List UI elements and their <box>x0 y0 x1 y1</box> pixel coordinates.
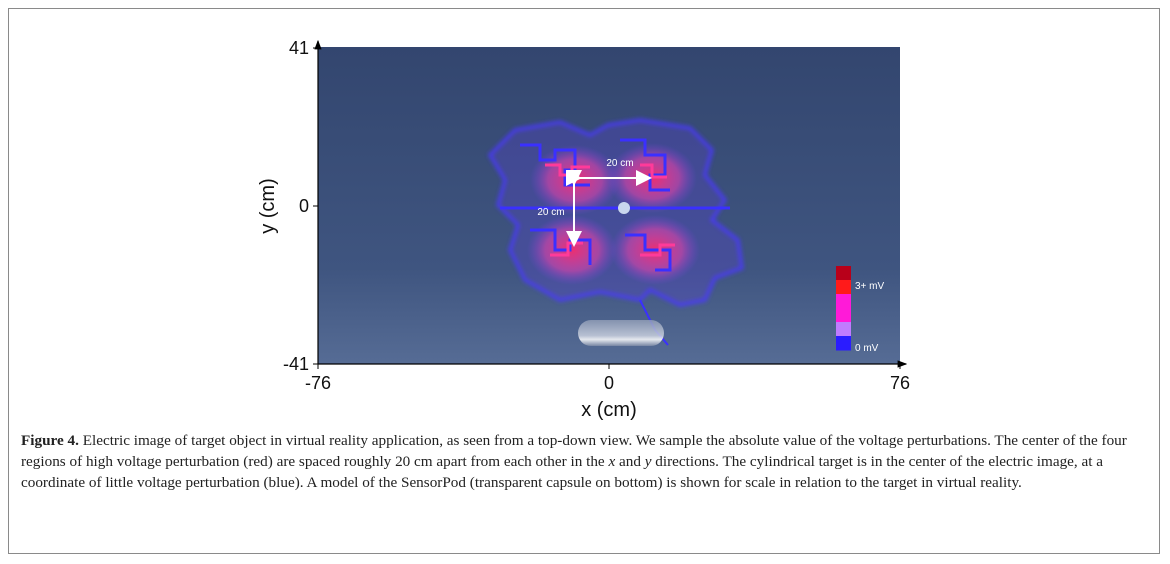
annotation: 20 cm <box>606 158 633 169</box>
x-tick-label: 0 <box>604 373 614 393</box>
y-tick-label: 41 <box>289 38 309 58</box>
figure: 20 cm 20 cm 3+ mV 0 mV x (cm) y (cm) -76… <box>0 0 1170 430</box>
x-tick-label: 76 <box>890 373 910 393</box>
y-tick-label: 0 <box>299 196 309 216</box>
colorbar-swatch <box>836 336 851 351</box>
y-axis-title: y (cm) <box>257 178 279 234</box>
caption-text: and <box>615 453 645 470</box>
colorbar-swatch <box>836 322 851 337</box>
annotation: 20 cm <box>537 207 564 218</box>
x-axis-title: x (cm) <box>581 399 637 421</box>
caption-label: Figure 4. <box>21 432 79 449</box>
x-tick-label: -76 <box>305 373 331 393</box>
colorbar-label: 0 mV <box>855 343 879 354</box>
colorbar-swatch <box>836 294 851 309</box>
y-tick-label: -41 <box>283 354 309 374</box>
colorbar-swatch <box>836 280 851 295</box>
colorbar-swatch <box>836 308 851 323</box>
colorbar <box>836 266 851 351</box>
figure-caption: Figure 4. Electric image of target objec… <box>21 430 1149 493</box>
caption-text: y <box>645 453 652 470</box>
colorbar-swatch <box>836 266 851 281</box>
colorbar-label: 3+ mV <box>855 281 885 292</box>
